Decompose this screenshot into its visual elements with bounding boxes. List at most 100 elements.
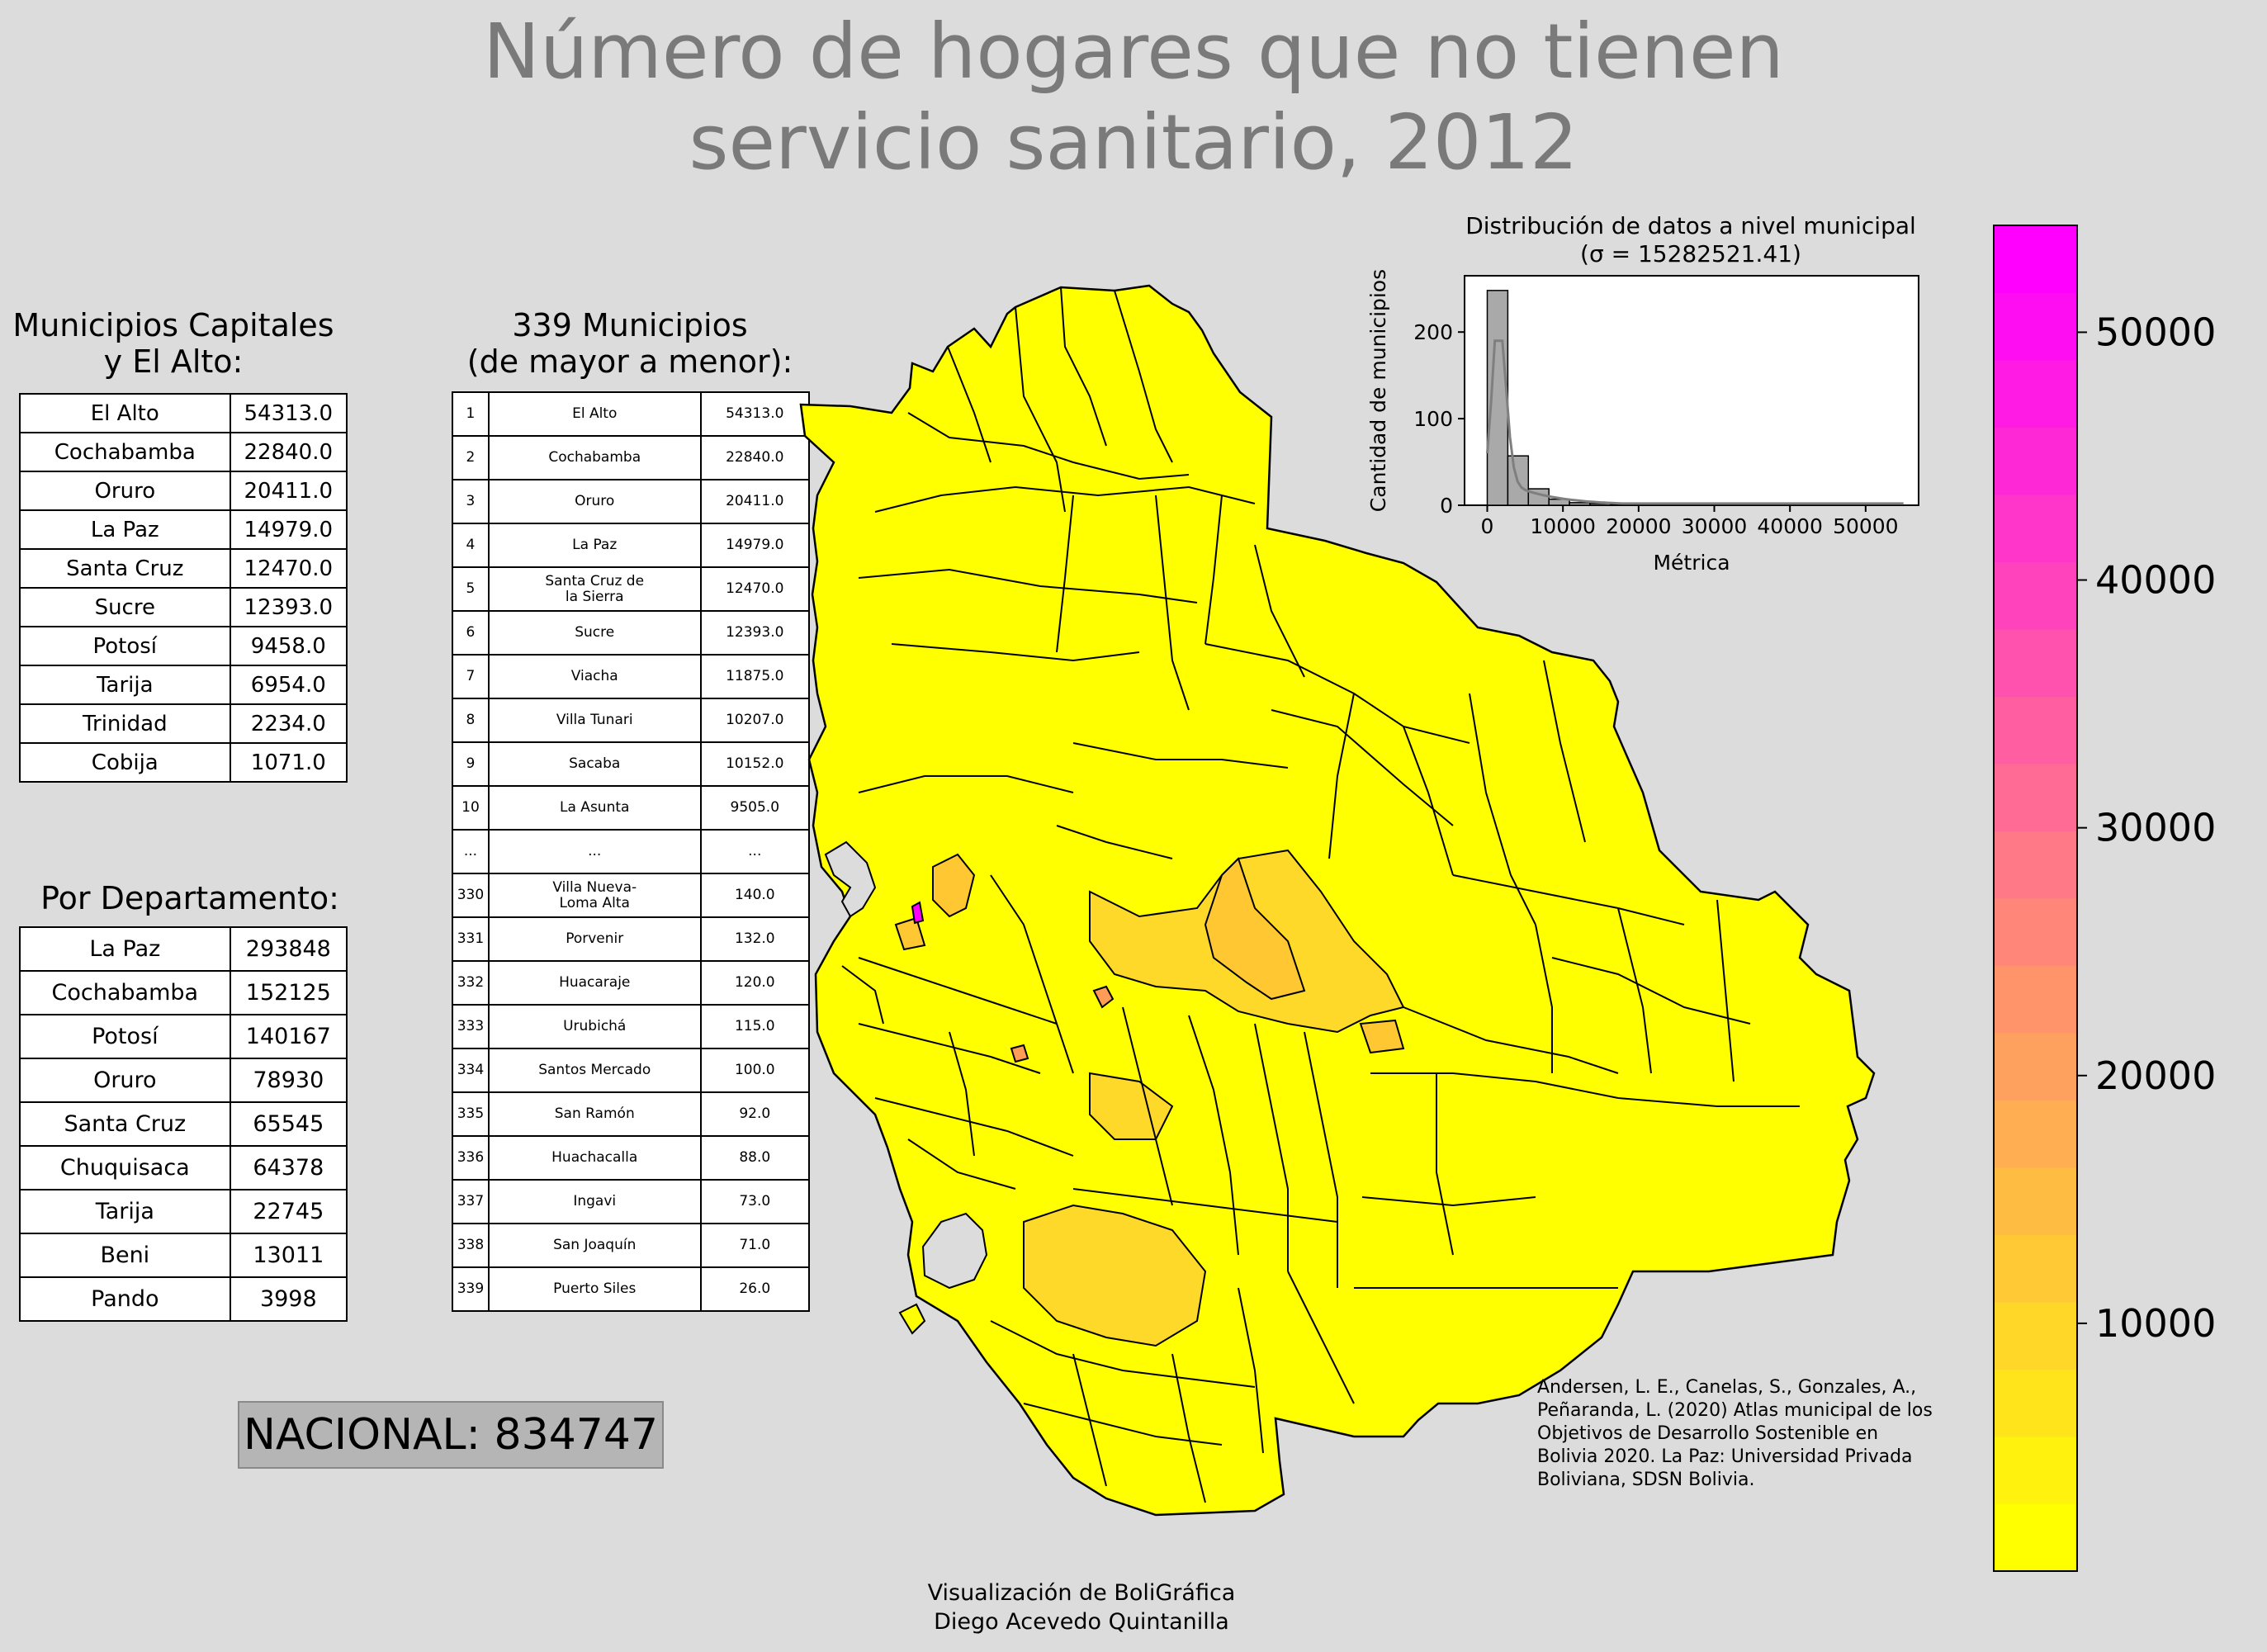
municipality-row-value: 10152.0 [699,741,811,787]
histogram-x-tick-label: 20000 [1606,514,1672,538]
municipality-row-name: Sucre [487,610,702,656]
municipality-row-rank: 8 [452,698,490,743]
municipality-row-name: Cochabamba [487,435,702,480]
municipality-row-rank: 5 [452,566,490,612]
department-row: Santa Cruz 65545 [19,1101,348,1147]
department-row: Chuquisaca 64378 [19,1145,348,1190]
municipality-row-value: 10207.0 [699,698,811,743]
department-row-value: 22745 [229,1189,348,1234]
capital-row: Trinidad 2234.0 [19,703,348,744]
departments-heading: Por Departamento: [40,880,339,916]
municipality-row-name: Huachacalla [487,1135,702,1181]
municipality-row-value: 12393.0 [699,610,811,656]
capital-row-name: Cochabamba [19,432,231,472]
municipality-row-rank: 330 [452,873,490,918]
histogram-x-tick-label: 0 [1481,514,1494,538]
histogram-bar [1569,502,1591,506]
municipality-row-name: San Ramón [487,1091,702,1137]
colorbar-band [1994,561,2077,630]
municipality-row-rank: 10 [452,785,490,831]
departments-table: La Paz 293848 Cochabamba 152125 Potosí 140167… [19,926,348,1322]
department-row-value: 3998 [229,1276,348,1322]
municipality-row-value: 54313.0 [699,391,811,437]
region-oruro-city [1010,1044,1029,1063]
histogram-title-line1: Distribución de datos a nivel municipal [1465,212,1916,239]
colorbar-tick-label: 40000 [2095,558,2216,603]
municipality-row-value: 115.0 [699,1004,811,1049]
region-chapare [1204,857,1306,1001]
department-row-value: 78930 [229,1058,348,1103]
municipality-row-rank: 7 [452,654,490,699]
histogram-y-tick-label: 200 [1413,320,1453,344]
capital-row-value: 12470.0 [229,548,348,589]
municipality-row-value: 20411.0 [699,479,811,524]
municipality-row: 9 Sacaba 10152.0 [452,741,811,787]
capital-row: Cochabamba 22840.0 [19,432,348,472]
municipality-row-rank: 4 [452,523,490,568]
colorbar-band [1994,629,2077,697]
department-row-name: Chuquisaca [19,1145,231,1190]
municipality-row-rank: 336 [452,1135,490,1181]
colorbar-band [1994,1437,2077,1504]
capital-row: Oruro 20411.0 [19,471,348,511]
region-la-paz-south [932,853,976,918]
municipality-row-name: Villa Nueva- Loma Alta [487,873,702,918]
colorbar-band [1994,965,2077,1034]
colorbar-band [1994,292,2077,361]
municipality-row-value: 92.0 [699,1091,811,1137]
municipalities-heading-line2: (de mayor a menor): [466,343,793,380]
department-row: Beni 13011 [19,1233,348,1278]
capital-row-name: Trinidad [19,703,231,744]
colorbar-band [1994,696,2077,764]
capital-row-name: Cobija [19,742,231,783]
capital-row-value: 20411.0 [229,471,348,511]
department-row-value: 152125 [229,970,348,1015]
municipality-row-rank: 338 [452,1223,490,1268]
municipality-row-value: 22840.0 [699,435,811,480]
histogram-kde-line [1486,339,1904,505]
department-row-value: 65545 [229,1101,348,1147]
histogram-x-tick-label: 50000 [1833,514,1899,538]
municipality-row-name: Porvenir [487,916,702,962]
municipality-row-rank: 3 [452,479,490,524]
municipality-row: 4 La Paz 14979.0 [452,523,811,568]
municipality-row-name: Puerto Siles [487,1266,702,1312]
municipality-row: ......... [452,829,811,874]
histogram-x-label: Métrica [1653,551,1730,575]
colorbar-band [1994,225,2077,293]
municipality-row-name: La Asunta [487,785,702,831]
lake-titicaca [824,840,877,918]
municipality-row: 331 Porvenir 132.0 [452,916,811,962]
municipality-row-name: San Joaquín [487,1223,702,1268]
colorbar-frame [1993,225,2078,1572]
municipality-row-value: 71.0 [699,1223,811,1268]
municipality-row-value: ... [699,829,811,874]
department-row: La Paz 293848 [19,926,348,972]
municipality-row-rank: 339 [452,1266,490,1312]
municipality-row: 2 Cochabamba 22840.0 [452,435,811,480]
histogram-x-tick-label: 30000 [1682,514,1748,538]
credit: Visualización de BoliGráfica Diego Aceve… [826,1579,1337,1636]
colorbar-tick-label: 10000 [2095,1301,2216,1346]
credit-line1: Visualización de BoliGráfica [927,1580,1236,1606]
municipality-row: 332 Huacaraje 120.0 [452,960,811,1006]
capitals-heading-line2: y El Alto: [103,343,244,380]
municipality-row: 5 Santa Cruz de la Sierra 12470.0 [452,566,811,612]
colorbar-tick-label: 20000 [2095,1053,2216,1098]
department-row: Pando 3998 [19,1276,348,1322]
department-row-name: Oruro [19,1058,231,1103]
colorbar-band [1994,1302,2077,1370]
municipality-row: 336 Huachacalla 88.0 [452,1135,811,1181]
capitals-heading: Municipios Capitales y El Alto: [0,307,347,380]
municipality-row: 7 Viacha 11875.0 [452,654,811,699]
municipality-row-rank: 9 [452,741,490,787]
municipality-row-name: Sacaba [487,741,702,787]
map-title-line2: servicio sanitario, 2012 [689,98,1578,187]
municipality-row: 334 Santos Mercado 100.0 [452,1048,811,1093]
capitals-table: El Alto 54313.0 Cochabamba 22840.0 Oruro 2041… [19,393,348,783]
histogram-y-tick-label: 100 [1413,407,1453,431]
capital-row-name: Sucre [19,587,231,627]
region-south-potosi [1023,1204,1207,1347]
salar-patch [898,1303,926,1335]
department-row-name: Tarija [19,1189,231,1234]
